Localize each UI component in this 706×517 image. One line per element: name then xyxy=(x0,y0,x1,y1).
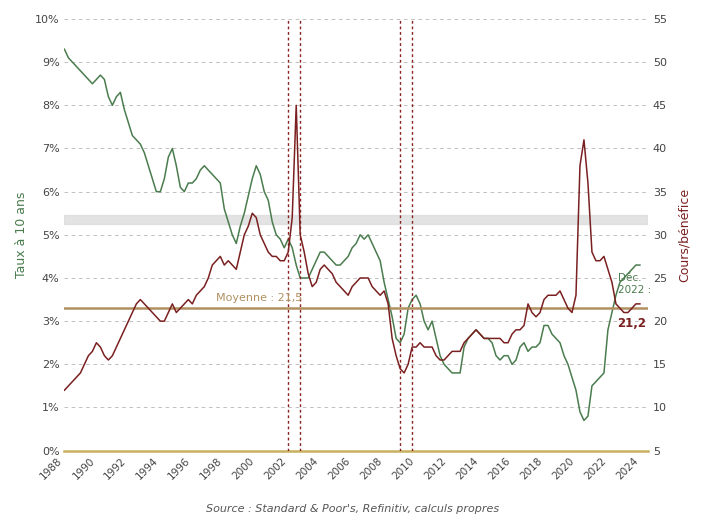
Y-axis label: Cours/bénéfice: Cours/bénéfice xyxy=(678,188,691,282)
Y-axis label: Taux à 10 ans: Taux à 10 ans xyxy=(15,192,28,278)
Text: Moyenne : 21,5: Moyenne : 21,5 xyxy=(216,293,303,303)
Bar xyxy=(64,216,648,224)
Text: 21,2: 21,2 xyxy=(618,317,647,330)
Text: Déc.
2022 :: Déc. 2022 : xyxy=(618,273,651,295)
Text: Source : Standard & Poor's, Refinitiv, calculs propres: Source : Standard & Poor's, Refinitiv, c… xyxy=(206,504,500,514)
